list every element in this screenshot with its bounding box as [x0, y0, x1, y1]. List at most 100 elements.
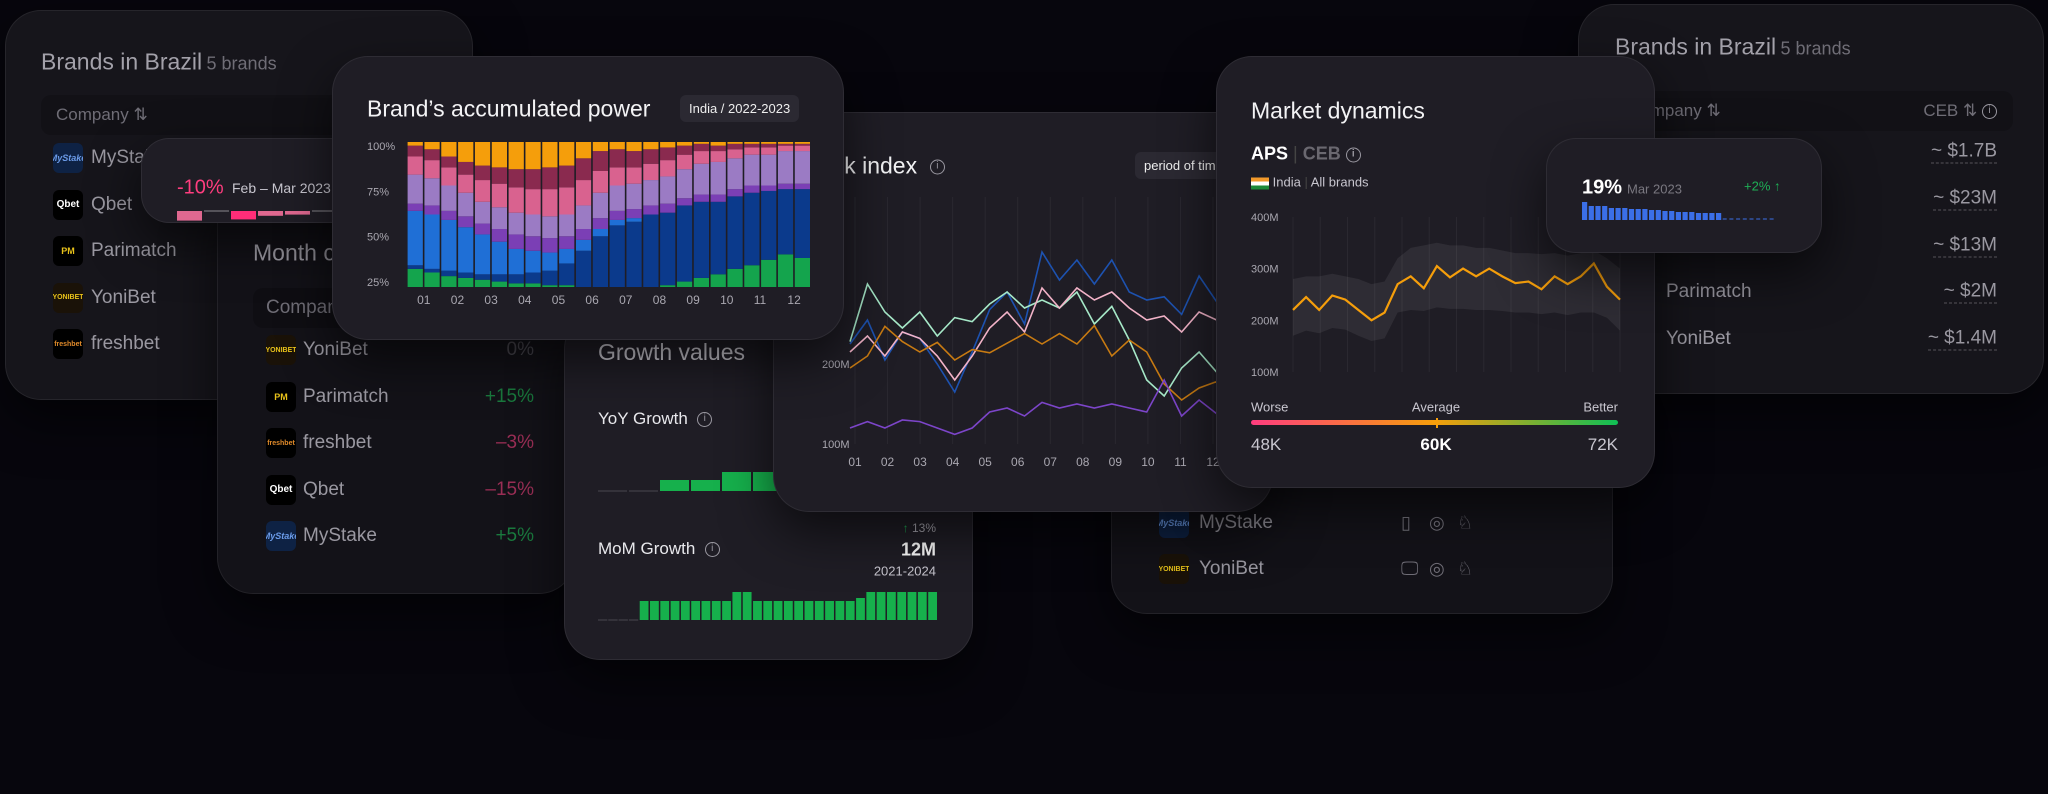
stacked-bar-segment — [660, 160, 676, 177]
brand-count: 5 brands — [206, 53, 277, 74]
series-line — [1292, 261, 1621, 322]
card-heading: Brands in Brazil 5 brands — [41, 49, 277, 76]
table-row[interactable]: freshbet freshbet –3% — [218, 423, 574, 463]
brand-logo: YONIBET — [266, 335, 296, 365]
x-tick-label: 10 — [1141, 455, 1155, 469]
stacked-bar-segment — [592, 229, 608, 237]
stacked-bar-segment — [626, 209, 642, 219]
share-bar — [1669, 211, 1675, 220]
info-icon[interactable]: i — [697, 412, 713, 428]
mom-bar — [825, 601, 834, 620]
table-row[interactable]: PM Parimatch — [6, 231, 472, 271]
stacked-bar-segment — [407, 265, 423, 269]
table-row[interactable]: ~ $1.7B — [1579, 132, 2043, 172]
market-dynamics-card: Market dynamics APS | CEB i India | All … — [1216, 56, 1655, 488]
column-ceb[interactable]: CEB ⇅ i — [1923, 101, 1997, 121]
stacked-bar-segment — [609, 149, 625, 168]
stacked-bar-segment — [424, 205, 440, 215]
stacked-bar-segment — [525, 214, 541, 237]
table-row[interactable]: Parimatch ~ $2M — [1579, 272, 2043, 312]
brand-logo: Qbet — [53, 189, 83, 220]
change-value: –3% — [495, 432, 534, 453]
stacked-bar-segment — [794, 142, 810, 144]
series-line — [849, 282, 1235, 398]
ceb-value[interactable]: ~ $13M — [1933, 234, 1997, 258]
scale-marker — [1435, 418, 1438, 428]
table-row[interactable]: ~ $23M — [1579, 179, 2043, 219]
brand-name: freshbet — [303, 432, 372, 453]
mom-bar — [794, 601, 804, 620]
share-bar — [1655, 210, 1661, 220]
stacked-bar-segment — [407, 268, 423, 287]
x-tick-label: 09 — [1109, 455, 1123, 469]
table-row[interactable]: Qbet Qbet –15% — [218, 470, 574, 510]
sort-arrows-icon[interactable]: ⇅ — [133, 105, 148, 124]
period-filter[interactable]: period of time — [1135, 152, 1232, 179]
share-bar — [1702, 213, 1708, 220]
change-value: –15% — [485, 478, 534, 500]
stacked-bar-segment — [441, 156, 457, 168]
country-label[interactable]: India — [1272, 174, 1301, 190]
boxing-bet-icon: ♘ — [1457, 558, 1474, 579]
sort-arrows-icon[interactable]: ⇅ — [1706, 101, 1721, 120]
mom-bar — [742, 592, 752, 620]
mom-bar — [691, 601, 701, 620]
stacked-bar-segment — [676, 281, 693, 287]
series-line — [849, 378, 1235, 436]
delta-bar — [258, 211, 283, 216]
table-row[interactable]: freshbet freshbet — [6, 324, 472, 364]
ceb-value[interactable]: ~ $2M — [1943, 280, 1997, 304]
region-period-filter[interactable]: India / 2022-2023 — [680, 95, 800, 122]
stacked-bar-segment — [592, 236, 608, 287]
stacked-bar-segment — [609, 225, 625, 287]
stacked-bar-segment — [525, 250, 541, 273]
mom-period: 2021-2024 — [873, 563, 936, 579]
table-row[interactable]: ~ $13M — [1579, 226, 2043, 266]
scale-worse: Worse — [1251, 399, 1289, 415]
change-value: +15% — [484, 385, 534, 407]
scope-label[interactable]: All brands — [1310, 174, 1369, 190]
info-icon[interactable]: i — [1345, 147, 1361, 163]
yoy-heading: YoY Growth i — [598, 409, 713, 429]
info-icon[interactable]: i — [1982, 104, 1997, 120]
column-company[interactable]: Company ⇅ — [56, 105, 148, 125]
scale-max: 72K — [1587, 435, 1618, 454]
stacked-bar-segment — [643, 163, 659, 181]
stacked-bar-segment — [407, 203, 423, 211]
table-row[interactable]: PM Parimatch +15% — [218, 377, 574, 417]
table-row[interactable]: YONIBET YoniBet 🖵 ◎ ♘ — [1112, 549, 1612, 589]
stacked-bar-segment — [575, 158, 592, 181]
stacked-bar-segment — [626, 142, 642, 152]
mom-bar — [773, 601, 783, 620]
table-row[interactable]: Qbet Qbet — [6, 185, 472, 225]
stacked-bar-segment — [441, 219, 457, 271]
tab-aps[interactable]: APS — [1251, 143, 1289, 164]
ceb-value[interactable]: ~ $23M — [1933, 187, 1997, 211]
stacked-bar-segment — [727, 143, 743, 150]
tab-ceb[interactable]: CEB — [1302, 143, 1341, 164]
info-icon[interactable]: i — [929, 159, 945, 175]
stacked-bar-segment — [508, 169, 524, 188]
stacked-bar-segment — [693, 151, 709, 164]
stacked-bar-segment — [575, 205, 592, 229]
card-heading: Brands in Brazil 5 brands — [1615, 34, 1851, 61]
sort-arrows-icon[interactable]: ⇅ — [1963, 101, 1978, 120]
table-row[interactable]: YONIBET YoniBet — [6, 278, 472, 318]
yoy-bar — [722, 472, 751, 491]
stacked-bar-segment — [575, 239, 592, 251]
column-company[interactable]: Company — [266, 297, 348, 318]
info-icon[interactable]: i — [704, 542, 720, 558]
stacked-bar-segment — [542, 189, 558, 217]
stacked-bar-segment — [542, 285, 558, 287]
ceb-value[interactable]: ~ $1.4M — [1927, 327, 1997, 351]
stacked-bar-segment — [407, 145, 423, 157]
table-row[interactable]: MyStake MyStake ▯ ◎ ♘ — [1112, 503, 1612, 543]
table-row[interactable]: YONIBET YoniBet 0% — [218, 330, 574, 370]
mom-bar — [876, 592, 886, 620]
stacked-bar-segment — [794, 183, 810, 190]
stacked-bar-segment — [592, 151, 608, 171]
table-row[interactable]: MyStake MyStake +5% — [218, 516, 574, 556]
ceb-value[interactable]: ~ $1.7B — [1930, 140, 1997, 164]
table-row[interactable]: YoniBet ~ $1.4M — [1579, 319, 2043, 359]
stacked-bar-segment — [559, 236, 575, 249]
